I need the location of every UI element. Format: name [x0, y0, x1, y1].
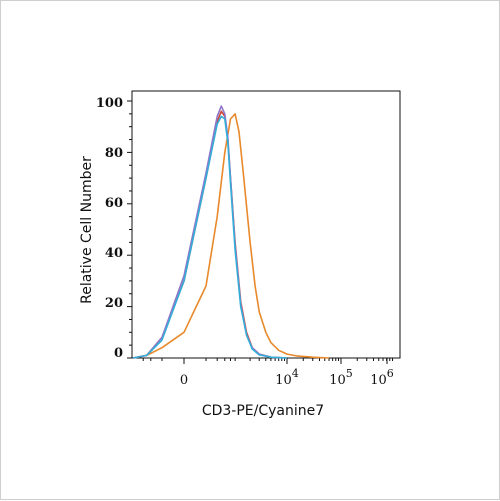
y-tick-label: 0 [114, 346, 123, 361]
y-tick-label: 20 [105, 296, 123, 311]
x-axis-label: CD3-PE/Cyanine7 [202, 403, 324, 419]
histogram-series-line [132, 105, 288, 359]
plot-border [131, 90, 401, 359]
x-tick-label: 0 [180, 373, 188, 388]
plot-axes [127, 90, 401, 364]
x-tick-label: 106 [370, 367, 394, 388]
y-axis-label: Relative Cell Number [79, 156, 95, 304]
histogram-series-line [132, 113, 330, 359]
x-tick-label: 105 [329, 367, 353, 388]
histogram-series-line [132, 115, 288, 359]
series-layer [132, 105, 330, 359]
y-tick-label: 40 [105, 246, 123, 261]
y-tick-labels: 0 20 40 60 80 100 [96, 96, 123, 361]
y-tick-label: 60 [105, 196, 123, 211]
y-tick-label: 100 [96, 96, 123, 111]
histogram-series-line [132, 110, 288, 359]
y-tick-label: 80 [105, 146, 123, 161]
x-tick-labels: 0 104 105 106 [180, 367, 394, 388]
x-tick-label: 104 [275, 367, 299, 388]
